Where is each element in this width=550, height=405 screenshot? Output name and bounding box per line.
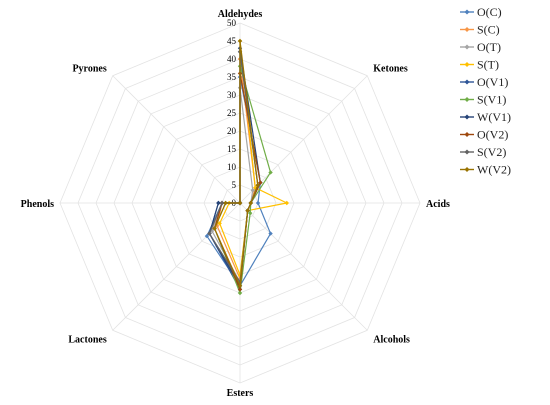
legend-label: W(V1) bbox=[477, 110, 511, 124]
data-point bbox=[247, 210, 253, 216]
legend-marker bbox=[464, 44, 470, 50]
data-point bbox=[216, 200, 221, 206]
legend-label: S(V2) bbox=[477, 145, 506, 159]
axis-label: Phenols bbox=[21, 199, 54, 210]
data-point bbox=[237, 200, 243, 206]
tick-label: 45 bbox=[227, 36, 237, 46]
legend-item: O(V2) bbox=[460, 128, 508, 142]
legend-item: S(V2) bbox=[460, 145, 506, 159]
axis-label: Alcohols bbox=[373, 334, 410, 345]
legend-marker bbox=[464, 132, 470, 137]
legend-marker bbox=[464, 149, 470, 155]
data-point bbox=[284, 200, 289, 206]
tick-label: 10 bbox=[227, 162, 237, 172]
axis-label: Pyrones bbox=[72, 64, 106, 75]
axis-label: Esters bbox=[227, 388, 254, 399]
series bbox=[212, 38, 261, 288]
grid-spoke bbox=[112, 202, 241, 331]
legend-item: W(V1) bbox=[460, 110, 511, 124]
grid-spoke bbox=[239, 75, 368, 204]
data-point bbox=[212, 226, 217, 231]
series-layer bbox=[204, 38, 289, 296]
legend-item: O(T) bbox=[460, 40, 501, 54]
data-point bbox=[237, 287, 243, 292]
data-point bbox=[250, 188, 255, 193]
legend-item: O(C) bbox=[460, 5, 502, 19]
legend-label: O(V1) bbox=[477, 75, 508, 89]
legend-item: S(V1) bbox=[460, 93, 506, 107]
data-point bbox=[217, 221, 222, 226]
legend-marker bbox=[464, 27, 470, 32]
legend-item: S(C) bbox=[460, 23, 500, 37]
data-point bbox=[255, 182, 261, 188]
legend-item: S(T) bbox=[460, 58, 499, 72]
legend-label: S(C) bbox=[477, 23, 500, 37]
data-point bbox=[237, 38, 243, 44]
data-point bbox=[237, 272, 243, 278]
legend-marker bbox=[464, 167, 470, 172]
data-point bbox=[237, 290, 243, 296]
legend-marker bbox=[464, 114, 470, 120]
legend-label: O(C) bbox=[477, 5, 502, 19]
legend-marker bbox=[464, 79, 470, 85]
legend-label: S(V1) bbox=[477, 93, 506, 107]
data-point bbox=[245, 208, 250, 213]
grid-spoke bbox=[112, 75, 241, 204]
legend-item: W(V2) bbox=[460, 163, 511, 177]
grid-spoke bbox=[239, 202, 368, 331]
data-point bbox=[248, 200, 253, 206]
data-point bbox=[258, 180, 263, 185]
data-point bbox=[268, 170, 273, 175]
series bbox=[204, 74, 273, 288]
legend-marker bbox=[464, 9, 470, 15]
tick-label: 50 bbox=[227, 18, 237, 28]
data-point bbox=[223, 200, 228, 206]
data-point bbox=[219, 200, 225, 206]
axis-label: Lactones bbox=[68, 334, 106, 345]
tick-label: 15 bbox=[227, 144, 237, 154]
legend: O(C) S(C) O(T) S(T) O(V1) S(V1) W(V1) O(V2) S(V2… bbox=[460, 5, 511, 177]
data-point bbox=[237, 283, 243, 288]
axis-label-layer: Aldehydes Ketones Acids Alcohols Esters Lacto… bbox=[21, 9, 450, 399]
axis-label: Ketones bbox=[373, 64, 408, 75]
tick-label: 35 bbox=[227, 72, 237, 82]
axis-label: Aldehydes bbox=[218, 9, 263, 20]
legend-label: O(T) bbox=[477, 40, 501, 54]
legend-label: W(V2) bbox=[477, 163, 511, 177]
tick-label: 20 bbox=[227, 126, 237, 136]
legend-label: S(T) bbox=[477, 58, 499, 72]
tick-label: 5 bbox=[232, 180, 237, 190]
legend-marker bbox=[464, 97, 470, 102]
tick-label: 25 bbox=[227, 108, 237, 118]
legend-label: O(V2) bbox=[477, 128, 508, 142]
data-point bbox=[207, 231, 212, 236]
data-point bbox=[268, 231, 273, 236]
data-point bbox=[255, 200, 261, 206]
tick-label: 30 bbox=[227, 90, 237, 100]
legend-item: O(V1) bbox=[460, 75, 508, 89]
axis-label: Acids bbox=[426, 199, 450, 210]
data-point bbox=[204, 233, 210, 239]
tick-label: 40 bbox=[227, 54, 237, 64]
legend-marker bbox=[464, 62, 470, 67]
